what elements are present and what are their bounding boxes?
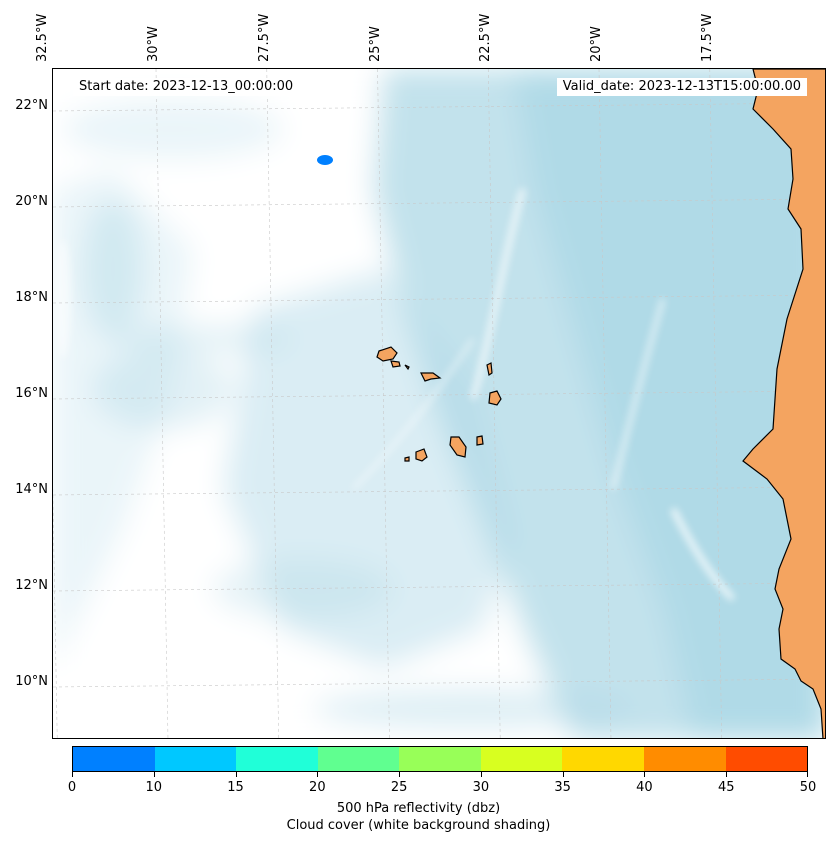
colorbar-title: 500 hPa reflectivity (dbz) (336, 801, 501, 816)
colorbar-tick-label: 20 (309, 780, 326, 795)
meridian-line (53, 485, 58, 738)
latitude-tick-label: 12°N (15, 578, 48, 593)
valid-date-label: Valid_date: 2023-12-13T15:00:00.00 (556, 78, 807, 96)
colorbar-tick-label: 10 (145, 780, 163, 795)
longitude-tick-label: 17.5°W (699, 13, 715, 62)
colorbar-tick-label: 40 (636, 780, 653, 795)
colorbar-tick-label: 15 (227, 780, 244, 795)
colorbar-tick-label: 30 (472, 780, 490, 795)
colorbar-tick-mark (807, 772, 808, 777)
meridian-line (377, 69, 390, 738)
graticule-lines (53, 69, 825, 738)
latitude-tick-label: 22°N (15, 98, 48, 113)
meridian-line (709, 69, 723, 738)
colorbar-tick-mark (480, 772, 482, 777)
map-canvas (53, 69, 825, 738)
colorbar-segment (399, 747, 481, 771)
reflectivity-echo (317, 155, 333, 165)
latitude-tick-label: 18°N (15, 290, 48, 305)
colorbar-tick-mark (72, 772, 73, 777)
colorbar-tick-mark (235, 772, 237, 777)
colorbar-tick-label: 50 (799, 780, 817, 795)
land-west-africa (742, 69, 825, 738)
colorbar-tick-mark (644, 772, 646, 777)
reflectivity-colorbar (72, 746, 808, 772)
colorbar-tick-label: 35 (554, 780, 571, 795)
colorbar-segment (236, 747, 318, 771)
colorbar-subtitle: Cloud cover (white background shading) (286, 818, 551, 833)
colorbar-segment (73, 747, 155, 771)
longitude-tick-label: 25°W (367, 26, 383, 62)
longitude-tick-label: 32.5°W (35, 13, 51, 62)
cloud-cover-shading (53, 69, 825, 738)
colorbar-segment (317, 747, 400, 771)
latitude-tick-label: 16°N (15, 386, 48, 401)
colorbar-tick-label: 45 (717, 780, 735, 795)
meridian-line (266, 69, 280, 738)
colorbar-tick-mark (726, 772, 728, 777)
meridian-line (598, 69, 612, 738)
latitude-tick-label: 20°N (15, 194, 48, 209)
longitude-tick-label: 30°W (146, 26, 161, 62)
colorbar-segment (643, 747, 726, 771)
colorbar-tick-mark (562, 772, 564, 777)
colorbar-tick-label: 25 (390, 780, 408, 795)
colorbar-segment (154, 747, 237, 771)
colorbar-segment (725, 747, 808, 771)
latitude-tick-label: 14°N (15, 482, 48, 497)
colorbar-tick-label: 0 (67, 780, 77, 795)
colorbar-tick-mark (317, 772, 319, 777)
colorbar-segment (480, 747, 563, 771)
colorbar-tick-mark (153, 772, 155, 777)
longitude-tick-label: 20°W (589, 26, 604, 62)
colorbar-segment (562, 747, 644, 771)
latitude-tick-label: 10°N (15, 674, 48, 689)
map-panel: Start date: 2023-12-13_00:00:00 Valid_da… (52, 68, 826, 739)
colorbar-tick-mark (399, 772, 401, 777)
start-date-label: Start date: 2023-12-13_00:00:00 (73, 78, 300, 96)
cape-verde-islands (376, 346, 502, 462)
longitude-tick-label: 22.5°W (478, 13, 494, 62)
meridian-line (155, 69, 169, 738)
longitude-tick-label: 27.5°W (256, 13, 272, 62)
meridian-line (487, 69, 501, 738)
